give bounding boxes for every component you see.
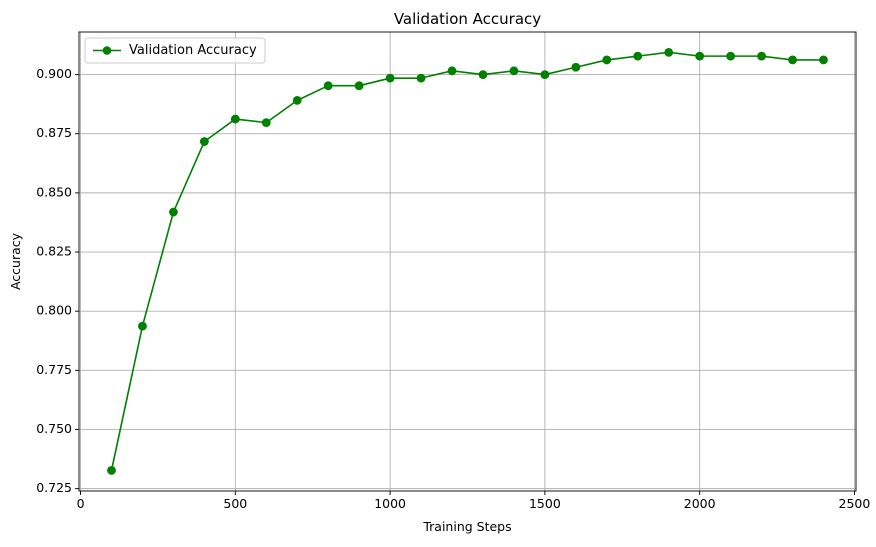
y-tick-label: 0.725 [36,480,72,495]
data-point [385,73,395,83]
y-tick-label: 0.800 [36,303,72,318]
grid [79,32,856,491]
x-tick-label: 1000 [374,496,406,511]
y-axis-title: Accuracy [8,232,23,290]
y-tick-label: 0.850 [36,184,72,199]
legend-marker-icon [102,46,112,55]
data-point [323,81,333,91]
x-axis-title: Training Steps [422,519,511,534]
data-point [571,62,581,72]
data-point [354,81,364,91]
y-tick-label: 0.825 [36,244,72,259]
x-tick-label: 0 [77,496,85,511]
x-axis: 0 500 1000 1500 2000 2500 [77,491,871,511]
data-point [664,47,674,57]
legend: Validation Accuracy [84,37,266,64]
data-point [169,207,178,217]
y-tick-label: 0.775 [36,362,72,377]
legend-box [84,37,266,64]
data-point [107,466,116,475]
data-point [416,73,426,83]
data-point [509,66,519,76]
data-point [757,51,766,61]
data-point [540,70,550,79]
x-tick-label: 500 [223,496,247,511]
data-point [788,55,797,65]
data-point [199,137,209,146]
data-point [292,95,302,105]
y-tick-label: 0.750 [36,421,72,436]
y-axis: 0.725 0.750 0.775 0.800 0.825 0.850 0.875 0.900 [36,66,79,495]
data-point [447,66,457,76]
data-point [478,70,488,79]
x-tick-label: 1500 [529,496,561,511]
data-point [695,51,705,61]
x-tick-label: 2000 [684,496,716,511]
data-point [261,118,271,128]
series-layer [107,47,828,475]
data-point [230,114,240,124]
data-point [602,55,612,65]
data-point [138,321,147,331]
x-tick-label: 2500 [839,496,871,511]
data-point [633,51,643,61]
y-tick-label: 0.875 [36,125,72,140]
plot-area [78,31,857,492]
chart-title: Validation Accuracy [394,10,541,28]
y-tick-label: 0.900 [36,66,72,81]
series-line [110,51,824,471]
data-point [726,51,736,61]
data-point [819,55,828,65]
legend-entry-label: Validation Accuracy [129,43,257,58]
